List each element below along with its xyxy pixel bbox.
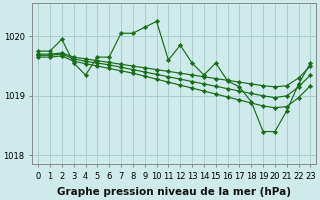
X-axis label: Graphe pression niveau de la mer (hPa): Graphe pression niveau de la mer (hPa) (57, 187, 291, 197)
